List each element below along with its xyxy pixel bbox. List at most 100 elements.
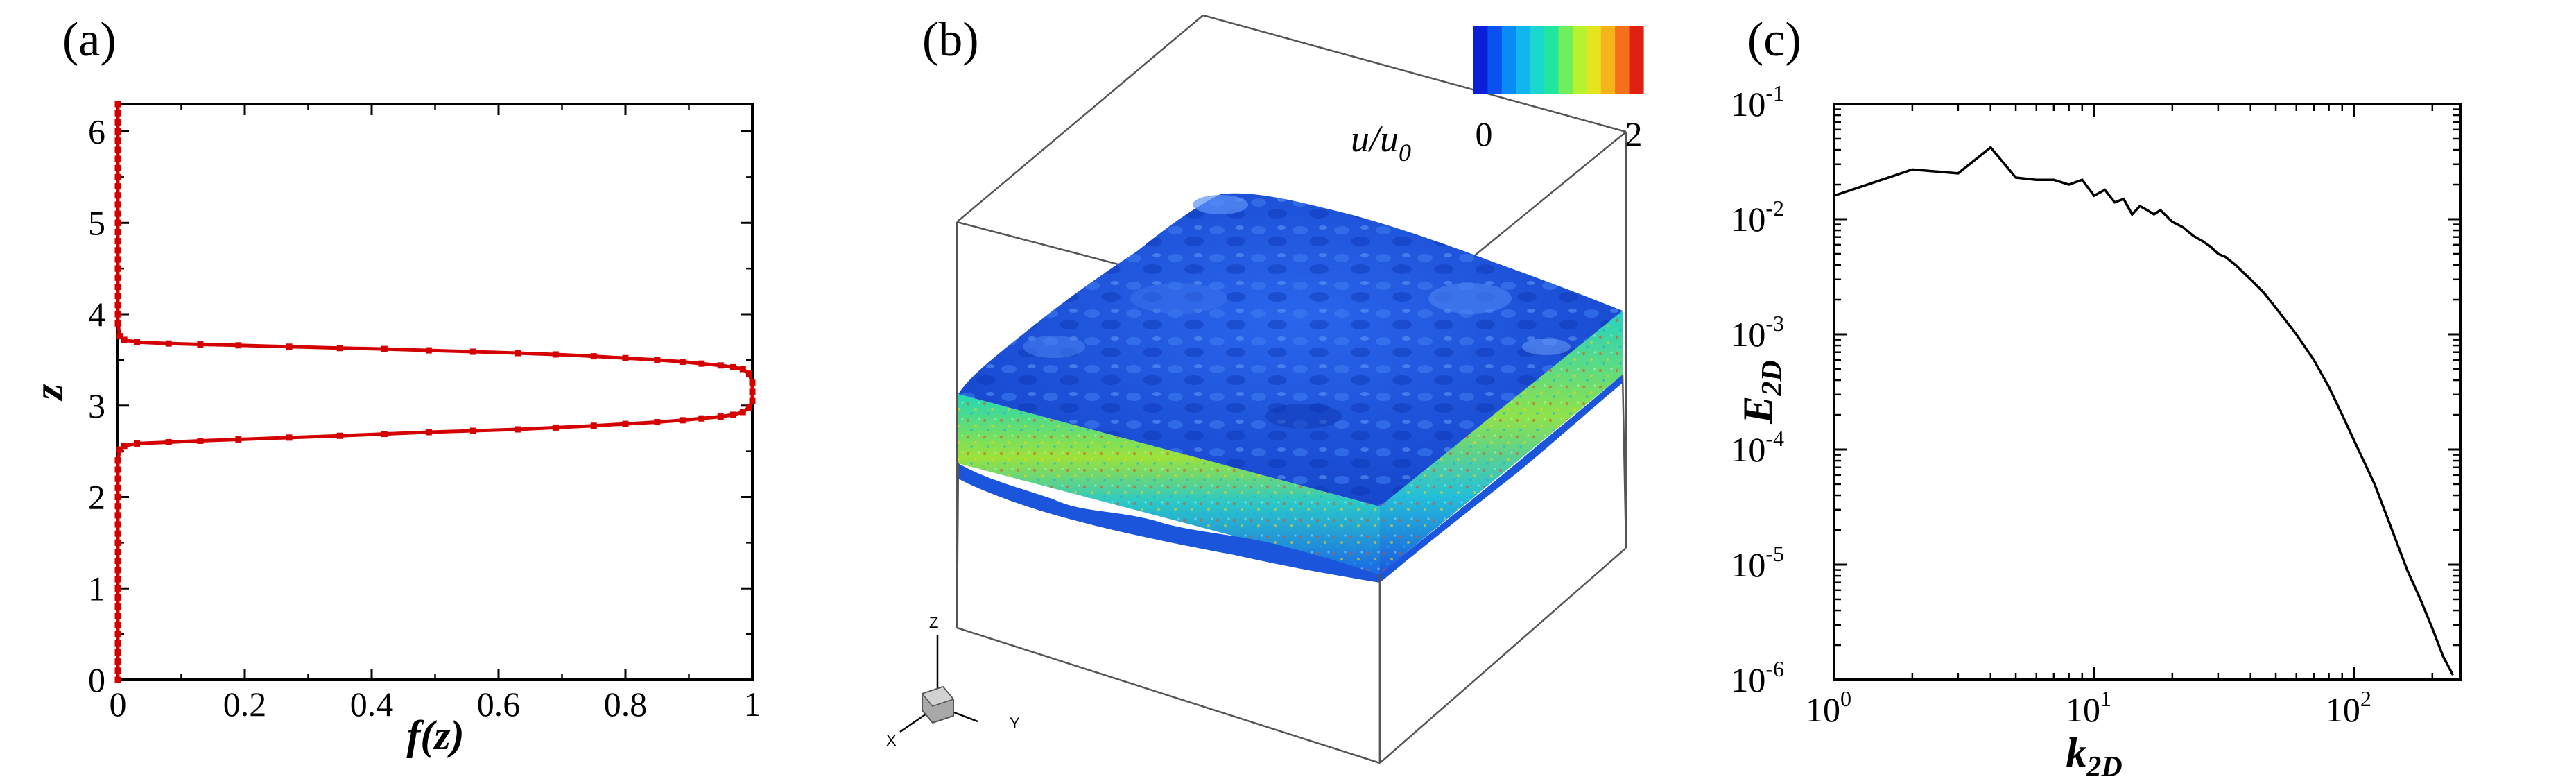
panel-a: (a) 0 0.2 0.4 0.6 0.8 1 0 1 2 3 4 5 6 f(z) z: [26, 13, 761, 758]
x-tick-label: 0.4: [350, 685, 394, 724]
x-tick-label: 101: [2066, 686, 2111, 729]
data-point: [679, 417, 686, 424]
data-point: [286, 434, 293, 441]
data-point: [654, 357, 661, 363]
data-point: [745, 404, 752, 411]
data-point: [114, 173, 121, 180]
data-point: [133, 339, 140, 345]
data-point: [425, 429, 432, 436]
x-tick-label: 0: [110, 685, 127, 724]
colorbar-segment: [1487, 26, 1503, 94]
colorbar-segment: [1629, 26, 1644, 94]
data-point: [114, 466, 121, 473]
panel-a-y-axis-label: z: [26, 384, 71, 402]
data-point: [114, 521, 121, 528]
data-point: [114, 210, 121, 217]
panel-a-frame: [116, 103, 754, 681]
data-point: [114, 622, 121, 628]
panel-a-x-axis-label: f(z): [406, 712, 464, 758]
turbulent-layer: [958, 193, 1623, 583]
data-point: [114, 192, 121, 199]
colorbar-segment: [1501, 26, 1516, 94]
data-point: [622, 420, 629, 427]
y-tick-label: 1: [88, 569, 105, 608]
data-point: [114, 183, 121, 190]
colorbar-tick-min: 0: [1476, 114, 1493, 153]
data-point: [114, 293, 121, 300]
data-point: [514, 426, 521, 433]
data-point: [114, 512, 121, 519]
data-point: [235, 436, 242, 443]
data-point: [197, 437, 204, 444]
x-tick-label: 100: [1806, 686, 1851, 729]
y-tick-label: 10-5: [1731, 541, 1784, 584]
panel-a-ticks: [116, 104, 754, 681]
data-point: [114, 164, 121, 171]
data-point: [114, 567, 121, 574]
data-point: [717, 362, 724, 369]
data-point: [114, 676, 121, 683]
data-point: [469, 427, 476, 434]
data-point: [114, 613, 121, 619]
data-point: [235, 342, 242, 349]
data-point: [114, 146, 121, 153]
data-point: [114, 238, 121, 245]
data-point: [114, 219, 121, 226]
data-point: [114, 256, 121, 263]
data-point: [114, 494, 121, 501]
y-tick-label: 10-3: [1731, 311, 1784, 354]
panel-a-markers: [114, 101, 756, 683]
data-point: [730, 363, 737, 370]
data-point: [730, 411, 737, 418]
data-point: [114, 503, 121, 510]
x-tick-label: 1: [744, 685, 761, 724]
colorbar-label: u/u0: [1351, 118, 1411, 166]
data-point: [114, 283, 121, 290]
y-tick-label: 5: [88, 203, 105, 242]
data-point: [165, 438, 172, 445]
data-point: [698, 360, 705, 367]
data-point: [590, 422, 597, 429]
data-point: [114, 155, 121, 162]
y-tick-label: 4: [88, 295, 105, 334]
data-point: [114, 484, 121, 491]
y-tick-label: 10-1: [1731, 80, 1784, 123]
data-point: [114, 228, 121, 235]
x-tick-label: 102: [2326, 686, 2371, 729]
panel-c-label: (c): [1747, 13, 1801, 67]
data-point: [114, 558, 121, 565]
colorbar-segment: [1558, 26, 1573, 94]
panel-c-ticks: [1833, 103, 2460, 681]
data-point: [679, 359, 686, 366]
data-point: [114, 457, 121, 464]
panel-b: (b): [886, 13, 1644, 764]
data-point: [469, 348, 476, 355]
data-point: [116, 333, 123, 340]
colorbar-segment: [1544, 26, 1559, 94]
panel-c-y-axis-label: E2D: [1735, 360, 1788, 424]
panel-c-x-axis-label: k2D: [2066, 730, 2122, 779]
x-tick-label: 0.8: [604, 685, 648, 724]
x-tick-label: 0.6: [477, 685, 521, 724]
data-point: [698, 415, 705, 422]
colorbar-segment: [1587, 26, 1602, 94]
data-point: [114, 247, 121, 254]
y-tick-label: 6: [88, 112, 105, 151]
data-point: [114, 137, 121, 144]
data-point: [425, 347, 432, 354]
data-point: [114, 274, 121, 281]
y-tick-label: 0: [88, 660, 105, 699]
data-point: [197, 341, 204, 348]
data-point: [717, 413, 724, 420]
data-point: [749, 397, 756, 404]
data-point: [114, 658, 121, 665]
data-point: [749, 379, 756, 386]
data-point: [336, 432, 343, 439]
triad-y-label: Y: [1010, 714, 1020, 732]
data-point: [114, 667, 121, 674]
data-point: [114, 576, 121, 583]
data-point: [739, 366, 746, 373]
panel-c-spectrum-line: [1833, 146, 2455, 676]
data-point: [114, 530, 121, 537]
